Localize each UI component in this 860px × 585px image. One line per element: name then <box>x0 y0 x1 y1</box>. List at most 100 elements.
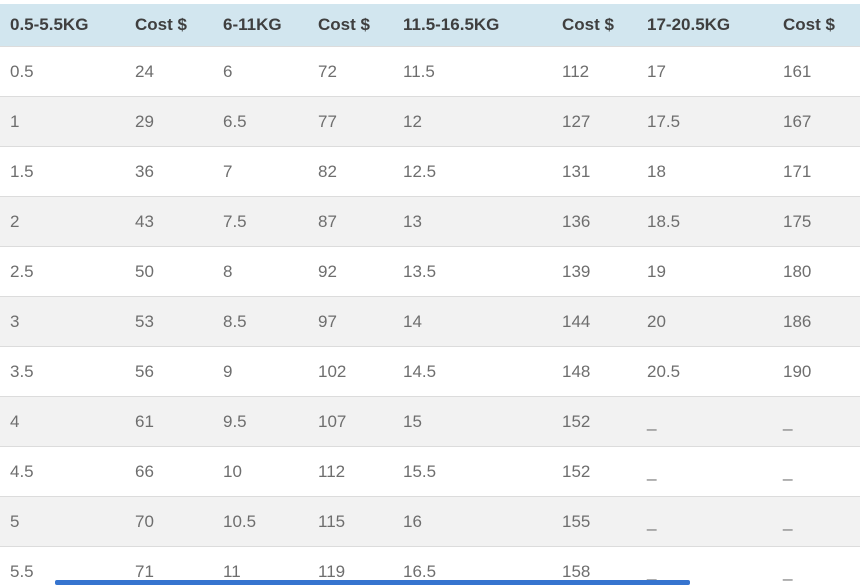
table-cell: 17 <box>637 46 773 97</box>
table-cell: 16.5 <box>393 546 552 585</box>
table-cell: 2 <box>0 196 125 247</box>
table-cell: 92 <box>308 246 393 297</box>
table-cell: 17.5 <box>637 96 773 147</box>
table-cell: 1.5 <box>0 146 125 197</box>
table-row: 0.5 24 6 72 11.5 112 17 161 <box>0 46 860 97</box>
table-cell: _ <box>773 396 860 447</box>
table-cell: 158 <box>552 546 637 585</box>
table-cell: 19 <box>637 246 773 297</box>
table-cell: 20 <box>637 296 773 347</box>
table-cell: 171 <box>773 146 860 197</box>
table-cell: _ <box>637 446 773 497</box>
table-cell: _ <box>773 446 860 497</box>
table-cell: 119 <box>308 546 393 585</box>
table-cell: 115 <box>308 496 393 547</box>
table-cell: 152 <box>552 396 637 447</box>
shipping-cost-table: 0.5-5.5KG Cost $6-11KG Cost $11.5-16.5KG Co… <box>0 4 860 585</box>
table-cell: 66 <box>125 446 213 497</box>
horizontal-scrollbar-thumb[interactable] <box>55 580 690 585</box>
table-cell: 43 <box>125 196 213 247</box>
table-row: 4.5 66 10 112 15.5 152 _ _ <box>0 446 860 497</box>
table-cell: _ <box>637 546 773 585</box>
column-header: 17-20.5KG <box>637 4 773 47</box>
table-cell: 186 <box>773 296 860 347</box>
table-row: 1 29 6.5 77 12 127 17.5 167 <box>0 96 860 147</box>
table-cell: _ <box>773 496 860 547</box>
column-header: Cost $ <box>308 4 393 47</box>
table-cell: 6.5 <box>213 96 308 147</box>
table-cell: 4.5 <box>0 446 125 497</box>
table-cell: 6 <box>213 46 308 97</box>
table-cell: 13 <box>393 196 552 247</box>
table-cell: 97 <box>308 296 393 347</box>
column-header: 6-11KG <box>213 4 308 47</box>
table-cell: 18 <box>637 146 773 197</box>
table-cell: 24 <box>125 46 213 97</box>
table-row: 1.5 36 7 82 12.5 131 18 171 <box>0 146 860 197</box>
table-cell: 161 <box>773 46 860 97</box>
table-cell: _ <box>637 396 773 447</box>
column-header: 0.5-5.5KG <box>0 4 125 47</box>
table-cell: 18.5 <box>637 196 773 247</box>
table-row: 3 53 8.5 97 14 144 20 186 <box>0 296 860 347</box>
table-row: 5.5 71 11 119 16.5 158 _ _ <box>0 546 860 585</box>
table-cell: 112 <box>308 446 393 497</box>
table-cell: 56 <box>125 346 213 397</box>
table-cell: 9 <box>213 346 308 397</box>
table-cell: 12 <box>393 96 552 147</box>
table-cell: 61 <box>125 396 213 447</box>
table-cell: _ <box>773 546 860 585</box>
table-cell: 167 <box>773 96 860 147</box>
table-cell: 71 <box>125 546 213 585</box>
column-header: 11.5-16.5KG <box>393 4 552 47</box>
table-cell: 175 <box>773 196 860 247</box>
table-cell: 1 <box>0 96 125 147</box>
table-cell: 29 <box>125 96 213 147</box>
table-row: 3.5 56 9 102 14.5 148 20.5 190 <box>0 346 860 397</box>
table-cell: 16 <box>393 496 552 547</box>
table-cell: 15 <box>393 396 552 447</box>
table-cell: 14 <box>393 296 552 347</box>
table-cell: 8.5 <box>213 296 308 347</box>
table-cell: 20.5 <box>637 346 773 397</box>
column-header: Cost $ <box>773 4 860 47</box>
column-header: Cost $ <box>125 4 213 47</box>
table-cell: 77 <box>308 96 393 147</box>
table-row: 4 61 9.5 107 15 152 _ _ <box>0 396 860 447</box>
table-cell: 87 <box>308 196 393 247</box>
table-cell: 50 <box>125 246 213 297</box>
table-cell: 3.5 <box>0 346 125 397</box>
table-cell: 36 <box>125 146 213 197</box>
table-cell: 148 <box>552 346 637 397</box>
table-row: 2.5 50 8 92 13.5 139 19 180 <box>0 246 860 297</box>
table-cell: _ <box>637 496 773 547</box>
table-row: 2 43 7.5 87 13 136 18.5 175 <box>0 196 860 247</box>
table-cell: 72 <box>308 46 393 97</box>
table-cell: 155 <box>552 496 637 547</box>
table-cell: 13.5 <box>393 246 552 297</box>
table-cell: 3 <box>0 296 125 347</box>
table-cell: 180 <box>773 246 860 297</box>
table-cell: 5.5 <box>0 546 125 585</box>
table-cell: 107 <box>308 396 393 447</box>
table-cell: 139 <box>552 246 637 297</box>
table-cell: 10 <box>213 446 308 497</box>
table-cell: 14.5 <box>393 346 552 397</box>
table-cell: 5 <box>0 496 125 547</box>
table-cell: 0.5 <box>0 46 125 97</box>
column-header: Cost $ <box>552 4 637 47</box>
table-cell: 152 <box>552 446 637 497</box>
table-cell: 4 <box>0 396 125 447</box>
table-cell: 7 <box>213 146 308 197</box>
table-cell: 127 <box>552 96 637 147</box>
table-cell: 9.5 <box>213 396 308 447</box>
table-cell: 136 <box>552 196 637 247</box>
table-cell: 2.5 <box>0 246 125 297</box>
table-cell: 131 <box>552 146 637 197</box>
table-cell: 144 <box>552 296 637 347</box>
horizontal-scrollbar[interactable] <box>0 579 860 585</box>
table-row: 5 70 10.5 115 16 155 _ _ <box>0 496 860 547</box>
table-cell: 15.5 <box>393 446 552 497</box>
table-cell: 8 <box>213 246 308 297</box>
